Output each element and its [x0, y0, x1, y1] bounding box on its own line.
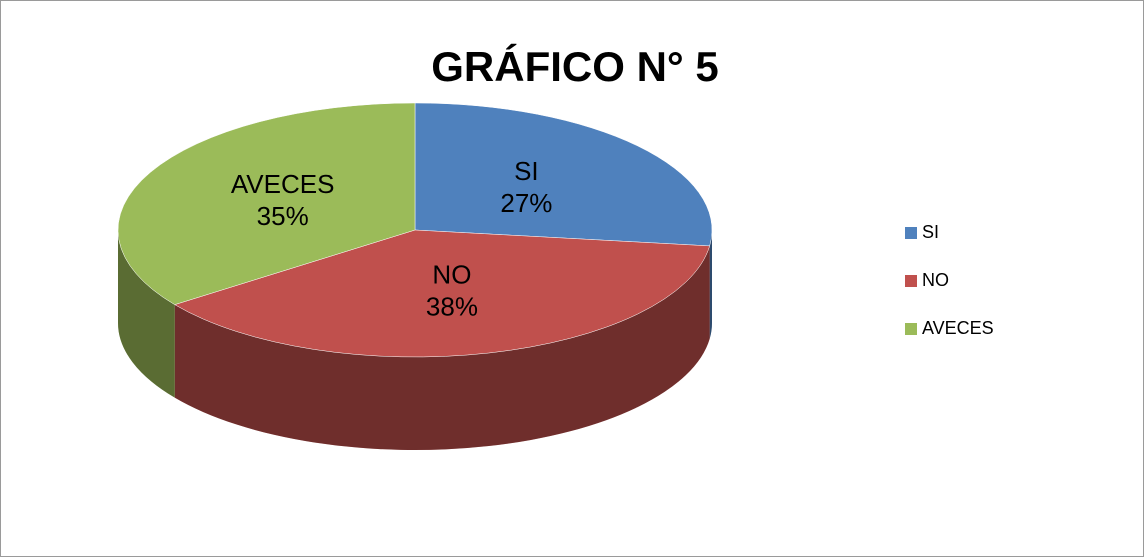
slice-side-shade [118, 230, 175, 398]
chart-title: GRÁFICO N° 5 [431, 43, 718, 90]
data-label-name: SI [514, 156, 539, 186]
slice-side [118, 230, 175, 398]
data-label-name: NO [432, 259, 471, 289]
slice [414, 102, 713, 247]
legend-label: SI [922, 222, 939, 242]
slice-side [174, 245, 710, 450]
legend-swatch [905, 227, 917, 239]
data-label-value: 27% [500, 188, 552, 218]
data-label-name: AVECES [231, 169, 335, 199]
data-label-value: 38% [426, 291, 478, 321]
legend-swatch [905, 275, 917, 287]
slice-side-shade [709, 230, 712, 339]
slice [174, 229, 710, 358]
slice [117, 102, 416, 305]
legend-swatch [905, 323, 917, 335]
data-label-value: 35% [257, 201, 309, 231]
slice-side [709, 230, 712, 339]
legend-label: NO [922, 270, 949, 290]
legend-label: AVECES [922, 318, 994, 338]
slice-side-shade [174, 245, 710, 450]
